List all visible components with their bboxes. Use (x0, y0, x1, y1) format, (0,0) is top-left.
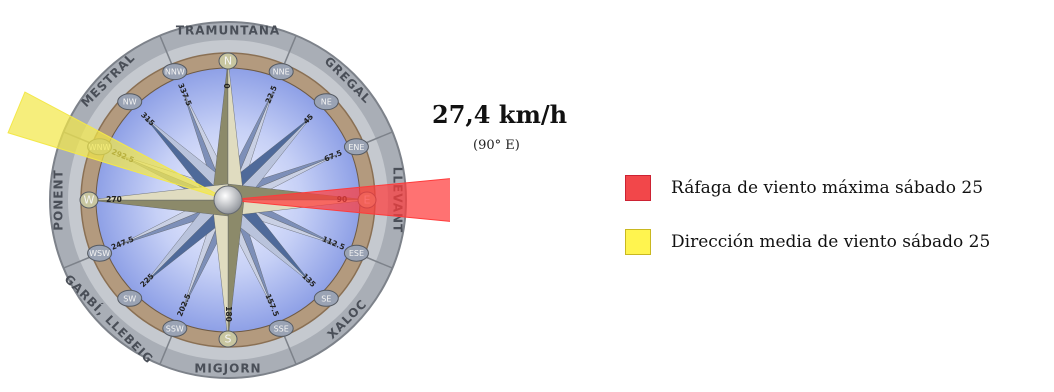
point-abbr: NW (123, 98, 137, 107)
region-divider (63, 255, 93, 269)
point-badge (117, 93, 143, 111)
legend-item-gust: Ráfaga de viento máxima sábado 25 (625, 174, 990, 202)
point-degrees: 180 (224, 306, 233, 322)
point-degrees: 270 (106, 195, 122, 204)
point-badge (79, 191, 99, 209)
gust-speed-value: 27,4 km/h (432, 100, 568, 129)
point-badge (313, 289, 339, 307)
legend-item-mean: Dirección media de viento sábado 25 (625, 228, 990, 256)
compass-rays (87, 59, 369, 341)
legend-label-mean: Dirección media de viento sábado 25 (671, 232, 991, 252)
mean-direction-sector (7, 91, 229, 201)
point-abbr: SE (321, 294, 331, 303)
point-abbr: S (225, 333, 232, 346)
point-badge (117, 289, 143, 307)
point-abbr: SSW (166, 324, 184, 333)
point-badge (162, 319, 188, 337)
point-badge (343, 138, 369, 156)
point-abbr: WSW (89, 249, 110, 258)
region-divider (363, 255, 393, 269)
point-badge (218, 52, 238, 70)
point-abbr: SW (123, 294, 136, 303)
region-label: TRAMUNTANA (176, 24, 280, 38)
point-abbr: NE (321, 98, 332, 107)
legend-swatch-gust (625, 175, 651, 201)
point-badge (162, 63, 188, 81)
legend-swatch-mean (625, 229, 651, 255)
region-label: MIGJORN (194, 362, 261, 376)
point-badge (313, 93, 339, 111)
point-abbr: W (84, 194, 95, 207)
point-abbr: NNW (165, 68, 185, 77)
center-hub (213, 185, 243, 215)
point-abbr: NNE (273, 68, 290, 77)
legend-label-gust: Ráfaga de viento máxima sábado 25 (671, 178, 984, 198)
gust-direction-label: (90° E) (473, 138, 520, 153)
point-badge (87, 244, 113, 262)
point-degrees: 0 (223, 83, 232, 88)
point-abbr: N (224, 55, 232, 68)
point-badge (343, 244, 369, 262)
region-divider (363, 131, 393, 145)
point-abbr: SSE (274, 324, 289, 333)
point-badge (268, 63, 294, 81)
legend: Ráfaga de viento máxima sábado 25 Direcc… (625, 174, 990, 282)
point-abbr: ESE (349, 249, 364, 258)
point-badge (218, 330, 238, 348)
gust-sector (227, 178, 450, 222)
wind-sectors (7, 91, 450, 222)
region-label: PONENT (52, 169, 66, 230)
region-divider (283, 335, 297, 365)
point-badge (268, 319, 294, 337)
region-divider (283, 35, 297, 65)
region-divider (159, 335, 173, 365)
point-abbr: ENE (348, 143, 364, 152)
compass-rose: TRAMUNTANAGREGALLLEVANTXALOCMIGJORNGARBÍ… (7, 21, 450, 379)
region-divider (159, 35, 173, 65)
